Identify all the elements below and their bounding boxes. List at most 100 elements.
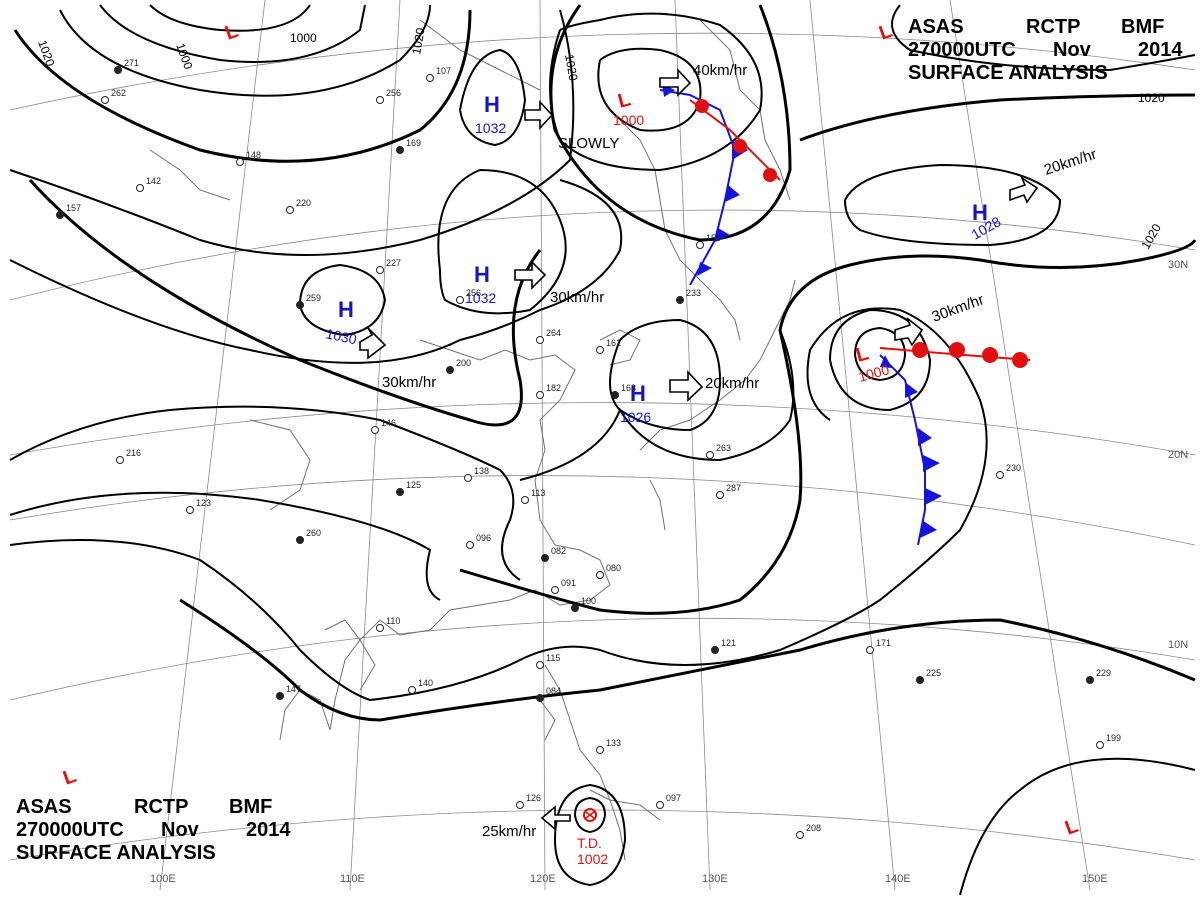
valid-year: 2014 xyxy=(246,819,291,841)
station-code: RCTP xyxy=(134,796,189,818)
arrow xyxy=(514,260,547,290)
isobar-label: 1020 xyxy=(409,26,427,55)
station-dot xyxy=(596,346,604,354)
station-pressure: 140 xyxy=(418,678,433,688)
lat-label: 20N xyxy=(1168,449,1188,461)
station-code: RCTP xyxy=(1026,16,1081,38)
high-center: H xyxy=(338,297,354,322)
graticule xyxy=(9,0,1196,891)
lon-label: 110E xyxy=(340,873,365,885)
high-center: H xyxy=(474,262,490,287)
station-dot xyxy=(371,426,379,434)
high-center: H xyxy=(484,92,500,117)
station-dot xyxy=(296,301,304,309)
station-dot xyxy=(376,96,384,104)
lat-label: 30N xyxy=(1168,259,1188,271)
station-pressure: 260 xyxy=(306,528,321,538)
station-dot xyxy=(716,491,724,499)
station-dot xyxy=(536,661,544,669)
high-center-value: 1026 xyxy=(620,409,651,425)
station-dot xyxy=(376,624,384,632)
station-dot xyxy=(536,694,544,702)
station-dot xyxy=(136,184,144,192)
station-dot xyxy=(1096,741,1104,749)
motion-labels: 40km/hr SLOWLY 20km/hr 30km/hr 30km/hr 3… xyxy=(382,62,1099,840)
isobar-label: 1020 xyxy=(1138,91,1165,105)
station-pressure: 171 xyxy=(876,638,891,648)
station-pressure: 233 xyxy=(686,288,701,298)
station-pressure: 123 xyxy=(196,498,211,508)
station-dot xyxy=(866,646,874,654)
station-pressure: 262 xyxy=(111,88,126,98)
motion-label: 40km/hr xyxy=(693,62,747,79)
station-pressure: 125 xyxy=(406,480,421,490)
chart-title: SURFACE ANALYSIS xyxy=(16,842,216,864)
low-center: L xyxy=(1062,815,1081,840)
isobar-label: 1000 xyxy=(173,41,195,71)
low-center: L xyxy=(854,342,871,366)
station-dot xyxy=(101,96,109,104)
station-pressure: 150 xyxy=(706,233,721,243)
station-pressure: 113 xyxy=(531,488,545,498)
station-dot xyxy=(596,571,604,579)
station-pressure: 147 xyxy=(286,684,301,694)
station-pressure: 227 xyxy=(386,258,401,268)
lon-label: 140E xyxy=(885,873,911,885)
station-dot xyxy=(916,676,924,684)
station-dot xyxy=(676,296,684,304)
station-pressure: 080 xyxy=(606,563,621,573)
station-dot xyxy=(466,541,474,549)
low-center: L xyxy=(60,765,79,790)
station-dot xyxy=(1086,676,1094,684)
station-pressure: 208 xyxy=(806,823,821,833)
station-dot xyxy=(464,474,472,482)
station-dot xyxy=(571,604,579,612)
motion-label: 30km/hr xyxy=(550,289,604,306)
station-dot xyxy=(796,831,804,839)
station-pressure: 138 xyxy=(474,466,489,476)
station-dot xyxy=(711,646,719,654)
station-pressure: 271 xyxy=(124,58,139,68)
low-center: L xyxy=(616,88,633,112)
warm-front-semicircles xyxy=(695,99,777,182)
isobar-label: 1020 xyxy=(1138,221,1164,251)
td-pressure: 1002 xyxy=(577,851,608,867)
low-center-value: 1000 xyxy=(857,361,891,385)
station-pressure: 199 xyxy=(1106,733,1121,743)
station-pressure: 142 xyxy=(146,176,161,186)
station-pressure: 256 xyxy=(466,288,481,298)
lon-label: 130E xyxy=(702,873,728,885)
station-pressure: 229 xyxy=(1096,668,1111,678)
cold-front-barbs xyxy=(662,84,748,276)
station-dot xyxy=(611,391,619,399)
station-pressure: 157 xyxy=(66,203,81,213)
station-pressure: 264 xyxy=(546,328,561,338)
station-pressure: 121 xyxy=(721,638,736,648)
station-pressure: 200 xyxy=(456,358,471,368)
station-pressure: 097 xyxy=(666,793,681,803)
station-dot xyxy=(296,536,304,544)
station-pressure: 259 xyxy=(306,293,321,303)
valid-year: 2014 xyxy=(1138,39,1183,61)
arrow xyxy=(659,67,692,97)
cold-front-2 xyxy=(879,354,926,546)
chart-header-top: ASAS RCTP BMF 270000UTC Nov 2014 SURFACE… xyxy=(908,16,1198,85)
station-pressure: 082 xyxy=(551,546,566,556)
station-dot xyxy=(114,66,122,74)
station-pressure: 096 xyxy=(476,533,491,543)
station-pressure: 161 xyxy=(606,338,621,348)
station-pressure: 084 xyxy=(546,686,561,696)
station-dot xyxy=(656,801,664,809)
station-dot xyxy=(396,488,404,496)
agency-code: ASAS xyxy=(908,16,964,38)
station-plots: 271 262 256 169 148 142 157 220 227 259 256 264 200 1… xyxy=(56,58,1121,839)
motion-label: 25km/hr xyxy=(482,823,536,840)
motion-label: 20km/hr xyxy=(1042,146,1099,179)
station-dot xyxy=(521,496,529,504)
station-pressure: 100 xyxy=(581,596,596,606)
high-center-value: 1032 xyxy=(475,120,506,136)
chart-header-bottom: ASAS RCTP BMF 270000UTC Nov 2014 SURFACE… xyxy=(16,796,306,865)
station-dot xyxy=(446,366,454,374)
warm-front-2-semicircles xyxy=(912,342,1028,368)
valid-month: Nov xyxy=(161,819,199,841)
